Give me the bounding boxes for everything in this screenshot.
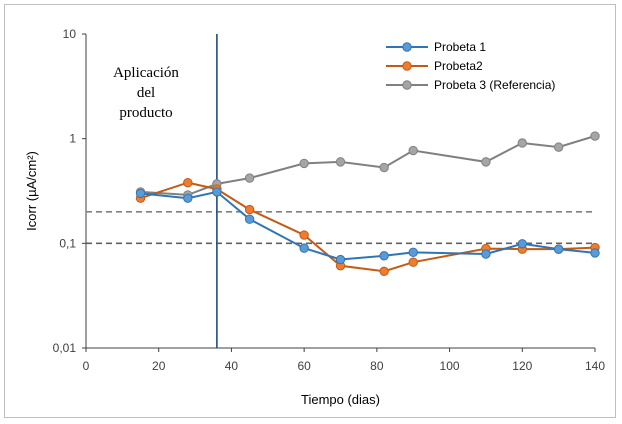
y-axis-title: Icorr (µA/cm²) (24, 151, 39, 231)
series-3-point (481, 157, 491, 167)
x-axis-title: Tiempo (dias) (301, 392, 380, 407)
legend-label-2: Probeta2 (434, 59, 483, 73)
series-1-point (135, 188, 146, 199)
series-line-2 (140, 181, 596, 273)
series-1-point (212, 187, 222, 197)
x-tick-label: 0 (83, 359, 90, 373)
legend-marker-2 (402, 61, 412, 71)
series-1-point (335, 254, 346, 265)
annotation-line: producto (119, 105, 172, 121)
series-2-point (183, 177, 193, 188)
legend: Probeta 1 Probeta2 Probeta 3 (Referencia) (386, 40, 555, 92)
series-line-1 (140, 190, 596, 261)
series-2-point (299, 230, 309, 240)
series-1-point (553, 244, 564, 254)
annotation-aplicacion-producto: Aplicación del producto (113, 65, 179, 121)
annotation-line: Aplicación (113, 65, 179, 81)
series-1-point (299, 243, 309, 253)
series-1-point (590, 248, 600, 258)
y-tick-label: 10 (63, 27, 77, 41)
annotation-line: del (137, 85, 155, 101)
series-3-point (517, 138, 527, 148)
legend-marker-3 (402, 80, 412, 90)
x-tick-label: 120 (512, 359, 532, 373)
legend-label-1: Probeta 1 (434, 40, 486, 54)
y-tick-label: 1 (69, 132, 76, 146)
y-tick-label: 0,01 (53, 341, 77, 355)
series-3-point (299, 158, 309, 169)
series-3-point (553, 142, 564, 152)
series-1-point (244, 214, 255, 224)
series-3-point (408, 145, 418, 156)
x-tick-label: 40 (225, 359, 239, 373)
series-3-point (335, 157, 346, 167)
x-tick-label: 100 (440, 359, 460, 373)
legend-marker-1 (402, 42, 412, 52)
x-tick-label: 60 (297, 359, 311, 373)
y-tick-label: 0,1 (59, 236, 76, 250)
x-tick-label: 80 (370, 359, 384, 373)
series-1-point (379, 251, 389, 261)
series-1-point (183, 193, 193, 203)
chart-frame (4, 4, 616, 418)
series-3-point (590, 131, 600, 141)
series-3-point (244, 173, 255, 183)
legend-label-3: Probeta 3 (Referencia) (434, 78, 555, 92)
x-tick-label: 140 (585, 359, 605, 373)
series-line-3 (140, 135, 596, 196)
series-2-point (379, 266, 389, 277)
series-2-point (408, 257, 418, 267)
series-1-point (517, 239, 527, 249)
series-1-point (481, 249, 491, 259)
series-3-point (379, 162, 389, 173)
x-tick-label: 20 (152, 359, 166, 373)
series-1-point (408, 247, 418, 258)
series-2-point (244, 204, 255, 215)
